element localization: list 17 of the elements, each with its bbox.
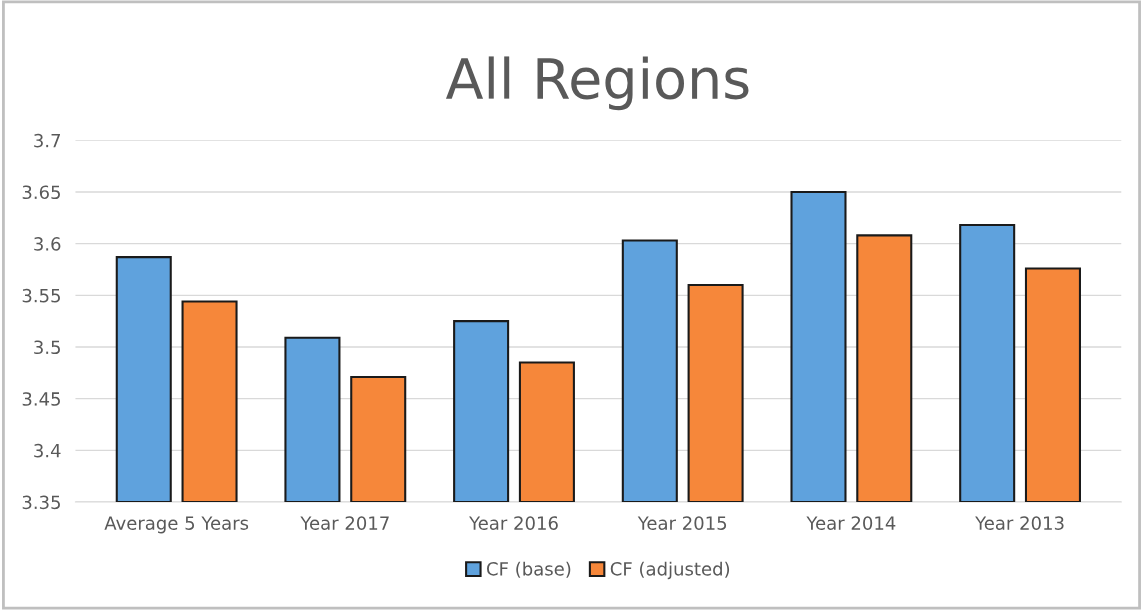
x-tick-label: Year 2016 [469, 516, 558, 530]
x-tick-label: Year 2014 [806, 516, 896, 530]
y-tick-label: 3.5 [34, 340, 60, 355]
x-tick-label: Average 5 Years [104, 516, 249, 534]
y-tick-label: 3.65 [22, 185, 60, 200]
y-tick-label: 3.6 [34, 237, 61, 251]
x-tick-label: Year 2015 [637, 516, 727, 530]
legend-label: CF (base) [486, 561, 571, 578]
y-tick-label: 3.4 [34, 443, 61, 458]
y-tick-label: 3.35 [22, 495, 60, 510]
x-tick-label: Year 2013 [975, 516, 1064, 530]
chart-title: All Regions [445, 56, 749, 111]
y-tick-label: 3.7 [34, 133, 61, 148]
y-tick-label: 3.45 [22, 392, 60, 406]
x-tick-label: Year 2017 [300, 516, 389, 530]
y-tick-label: 3.55 [22, 288, 60, 303]
legend-label: CF (adjusted) [610, 561, 730, 580]
